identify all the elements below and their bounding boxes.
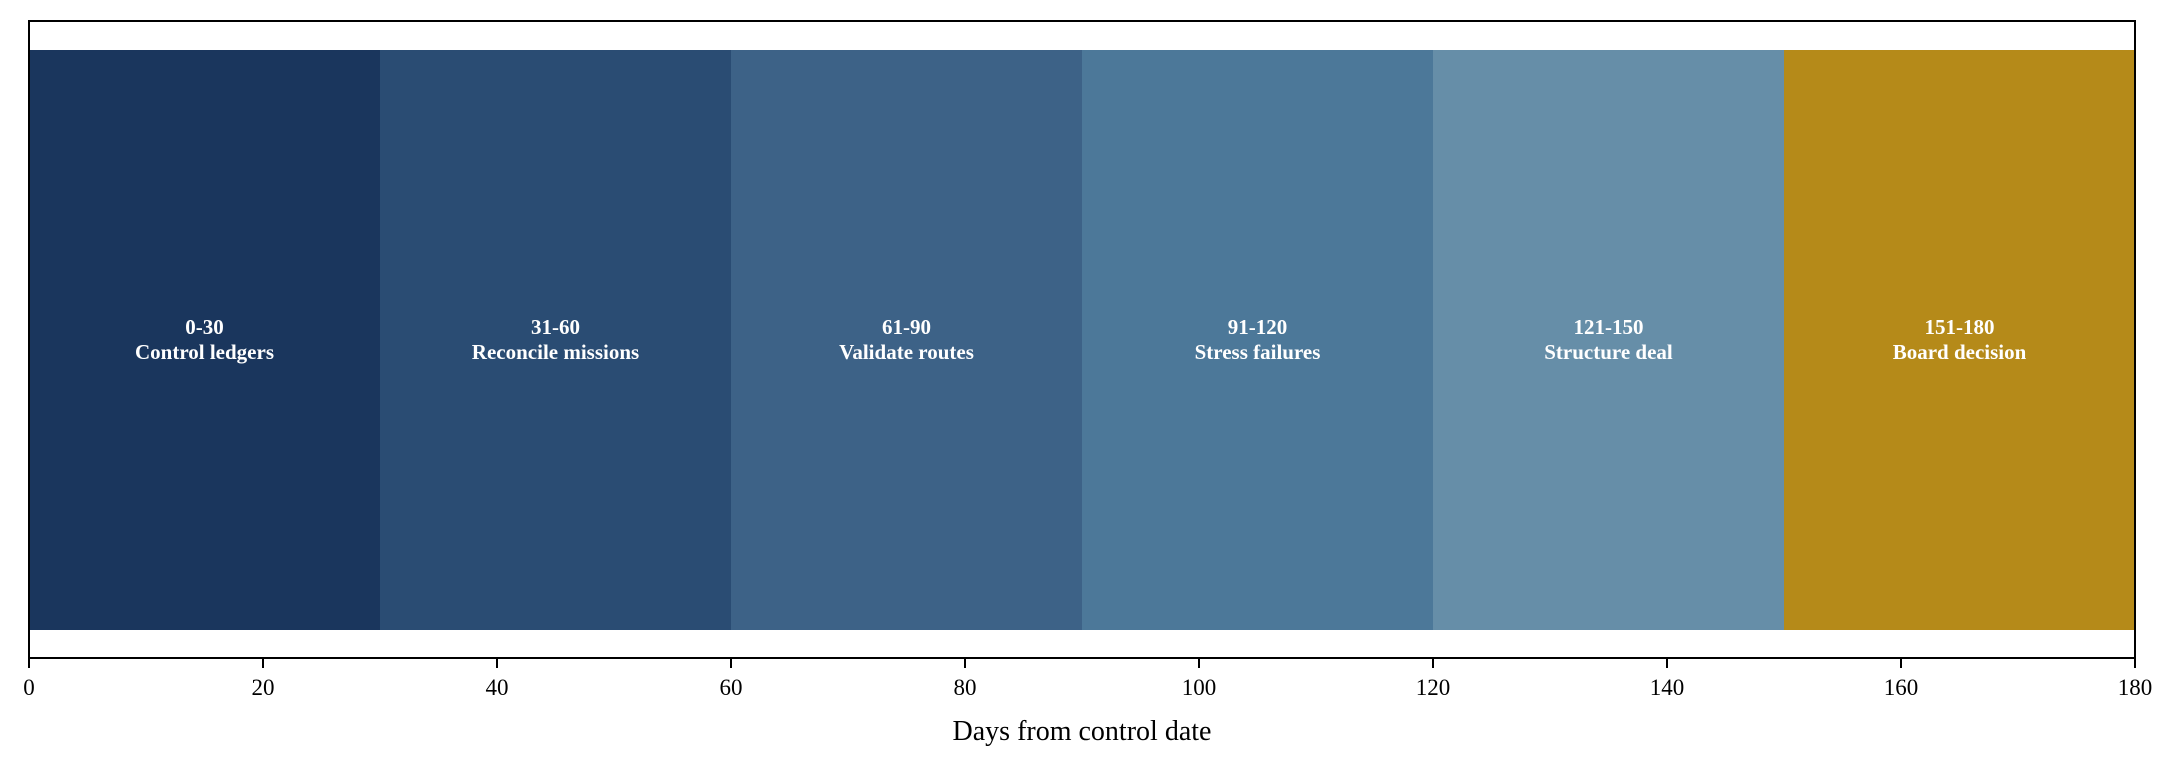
x-tick-label: 180 (2118, 675, 2153, 700)
x-tick-label: 40 (486, 675, 509, 700)
segment-range-label: 0-30 (185, 315, 224, 339)
x-axis-title: Days from control date (953, 716, 1212, 747)
segment-name-label: Control ledgers (135, 340, 274, 364)
x-tick-label: 20 (252, 675, 275, 700)
segment-bar (1082, 50, 1433, 630)
segment-range-label: 151-180 (1925, 315, 1995, 339)
segment-name-label: Structure deal (1544, 340, 1673, 364)
x-tick-label: 140 (1650, 675, 1685, 700)
x-tick-label: 120 (1416, 675, 1451, 700)
segment-bar (29, 50, 380, 630)
x-tick-label: 0 (23, 675, 35, 700)
segment-range-label: 91-120 (1228, 315, 1288, 339)
segment-range-label: 31-60 (531, 315, 580, 339)
segment-bar (1433, 50, 1784, 630)
x-tick-label: 100 (1182, 675, 1217, 700)
segment-range-label: 61-90 (882, 315, 931, 339)
x-tick-label: 60 (720, 675, 743, 700)
x-tick-label: 160 (1884, 675, 1919, 700)
segment-name-label: Stress failures (1195, 340, 1321, 364)
x-tick-label: 80 (954, 675, 977, 700)
segment-name-label: Board decision (1893, 340, 2027, 364)
segment-range-label: 121-150 (1574, 315, 1644, 339)
segment-name-label: Validate routes (839, 340, 974, 364)
segment-bar (731, 50, 1082, 630)
plot-frame (28, 20, 2136, 659)
segment-bar (1784, 50, 2135, 630)
x-axis: 0 20 40 60 80 100 120 140 160 180 (23, 658, 2152, 700)
segment-bar (380, 50, 731, 630)
segment-name-label: Reconcile missions (472, 340, 639, 364)
